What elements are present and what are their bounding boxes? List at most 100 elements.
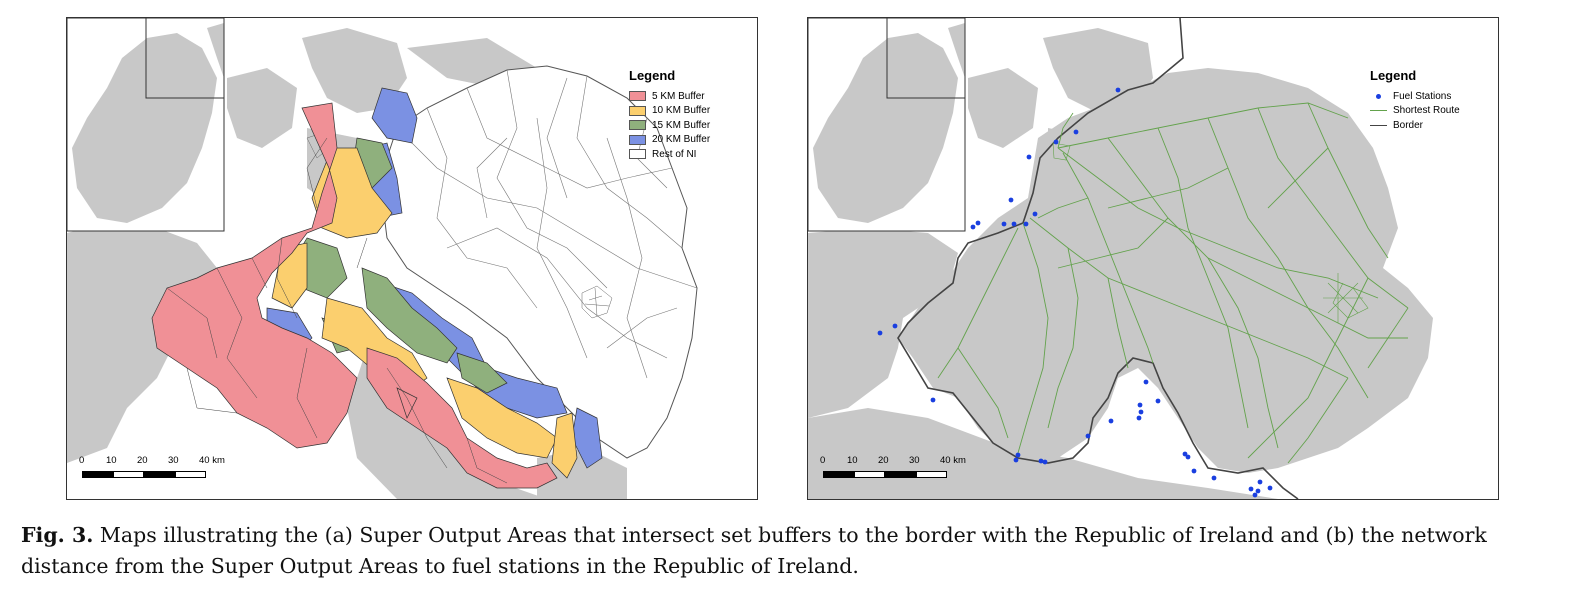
- swatch-5km: [629, 91, 646, 102]
- figure-label: Fig. 3.: [21, 523, 94, 547]
- legend-item-fuel-stations: Fuel Stations: [1370, 89, 1460, 104]
- fuel-station-point: [1155, 398, 1161, 404]
- scale-a-label-40: 40 km: [199, 455, 225, 466]
- fuel-station-point: [1032, 211, 1038, 217]
- fuel-station-point: [1185, 454, 1191, 460]
- fuel-stations: [877, 87, 1273, 498]
- fuel-station-point: [975, 220, 981, 226]
- scale-b-label-40: 40 km: [940, 455, 966, 466]
- legend-a-title: Legend: [629, 68, 676, 83]
- fuel-station-point: [1255, 488, 1261, 494]
- legend-item-10km: 10 KM Buffer: [629, 104, 710, 119]
- inset-ireland-landmass: [72, 33, 217, 223]
- fuel-station-point: [1053, 139, 1059, 145]
- fuel-station-point: [1085, 433, 1091, 439]
- scale-a-label-0: 0: [79, 455, 85, 466]
- fuel-station-point: [930, 397, 936, 403]
- scale-a-seg-2: [113, 471, 144, 478]
- legend-item-rest: Rest of NI: [629, 147, 710, 162]
- scale-a-label-20: 20: [137, 455, 148, 466]
- map-panel-b: Legend Fuel Stations Shortest Route Bord…: [807, 17, 1499, 500]
- scale-bar-a: 0 10 20 30 40 km: [79, 455, 225, 483]
- fuel-station-point: [1015, 452, 1021, 458]
- swatch-rest: [629, 149, 646, 160]
- fuel-station-point: [1008, 197, 1014, 203]
- fuel-station-point: [1011, 221, 1017, 227]
- fuel-station-point: [1143, 379, 1149, 385]
- legend-label-15km: 15 KM Buffer: [652, 119, 711, 131]
- scale-b-label-20: 20: [878, 455, 889, 466]
- fuel-station-point: [1248, 486, 1254, 492]
- legend-item-shortest-route: Shortest Route: [1370, 104, 1460, 119]
- shortest-routes: [937, 102, 1409, 464]
- fuel-station-point: [1108, 418, 1114, 424]
- fuel-station-point: [1073, 129, 1079, 135]
- rest-of-ni-region: [381, 65, 698, 459]
- scale-b-seg-2: [854, 471, 885, 478]
- legend-label-20km: 20 KM Buffer: [652, 134, 711, 146]
- legend-label-shortest-route: Shortest Route: [1393, 105, 1460, 117]
- caption-text: Maps illustrating the (a) Super Output A…: [21, 523, 1487, 578]
- fuel-station-point: [1115, 87, 1121, 93]
- scale-b-label-30: 30: [909, 455, 920, 466]
- map-panel-a: Legend 5 KM Buffer 10 KM Buffer 15 KM Bu…: [66, 17, 758, 500]
- fuel-station-point: [970, 224, 976, 230]
- inset-extent-box: [145, 18, 225, 99]
- inset-extent-box-b: [886, 18, 966, 99]
- scale-b-label-0: 0: [820, 455, 826, 466]
- fuel-station-point: [1138, 409, 1144, 415]
- scale-b-label-10: 10: [847, 455, 858, 466]
- fuel-station-point: [1023, 221, 1029, 227]
- fuel-station-point: [1257, 479, 1263, 485]
- scale-b-seg-4: [916, 471, 947, 478]
- scale-bar-b: 0 10 20 30 40 km: [820, 455, 966, 483]
- soa-boundaries-buffer: [166, 137, 508, 484]
- legend-label-border: Border: [1393, 119, 1424, 131]
- legend-b-title: Legend: [1370, 68, 1417, 83]
- fuel-station-point: [1001, 221, 1007, 227]
- scale-a-label-10: 10: [106, 455, 117, 466]
- fuel-station-point: [1042, 459, 1048, 465]
- northern-ireland-landmass: [898, 68, 1433, 473]
- fuel-station-point: [1182, 451, 1188, 457]
- fuel-station-point: [1211, 475, 1217, 481]
- inset-britain-edge: [207, 23, 224, 78]
- legend-label-10km: 10 KM Buffer: [652, 105, 711, 117]
- inset-ireland-landmass-b: [813, 33, 958, 223]
- legend-b: Legend Fuel Stations Shortest Route Bord…: [1370, 68, 1460, 133]
- fuel-station-point: [877, 330, 883, 336]
- scale-b-seg-1: [823, 471, 854, 478]
- border-line-icon: [1370, 124, 1387, 126]
- swatch-15km: [629, 120, 646, 131]
- fuel-station-point: [1191, 468, 1197, 474]
- fuel-station-point: [892, 323, 898, 329]
- swatch-10km: [629, 105, 646, 116]
- scale-b-seg-3: [885, 471, 916, 478]
- route-line-icon: [1370, 110, 1387, 112]
- legend-label-rest: Rest of NI: [652, 148, 697, 160]
- legend-item-15km: 15 KM Buffer: [629, 118, 710, 133]
- legend-a: Legend 5 KM Buffer 10 KM Buffer 15 KM Bu…: [629, 68, 710, 162]
- inset-britain-edge-b: [948, 23, 965, 78]
- legend-item-5km: 5 KM Buffer: [629, 89, 710, 104]
- scale-a-seg-3: [144, 471, 175, 478]
- fuel-station-point: [1026, 154, 1032, 160]
- fuel-station-point: [1136, 415, 1142, 421]
- figure-caption: Fig. 3. Maps illustrating the (a) Super …: [21, 520, 1566, 582]
- border-line: [897, 18, 1299, 499]
- fuel-station-icon: [1370, 93, 1387, 99]
- legend-item-border: Border: [1370, 118, 1460, 133]
- swatch-20km: [629, 134, 646, 145]
- legend-label-fuel-stations: Fuel Stations: [1393, 90, 1452, 102]
- legend-label-5km: 5 KM Buffer: [652, 90, 705, 102]
- fuel-station-point: [1252, 492, 1258, 498]
- buffer-5km-zone: [151, 102, 558, 489]
- scale-a-seg-1: [82, 471, 113, 478]
- map-a-canvas: [67, 18, 698, 499]
- scale-a-label-30: 30: [168, 455, 179, 466]
- urban-routes: [1052, 142, 1369, 323]
- fuel-station-point: [1267, 485, 1273, 491]
- fuel-station-point: [1013, 457, 1019, 463]
- legend-item-20km: 20 KM Buffer: [629, 133, 710, 148]
- fuel-station-point: [1038, 458, 1044, 464]
